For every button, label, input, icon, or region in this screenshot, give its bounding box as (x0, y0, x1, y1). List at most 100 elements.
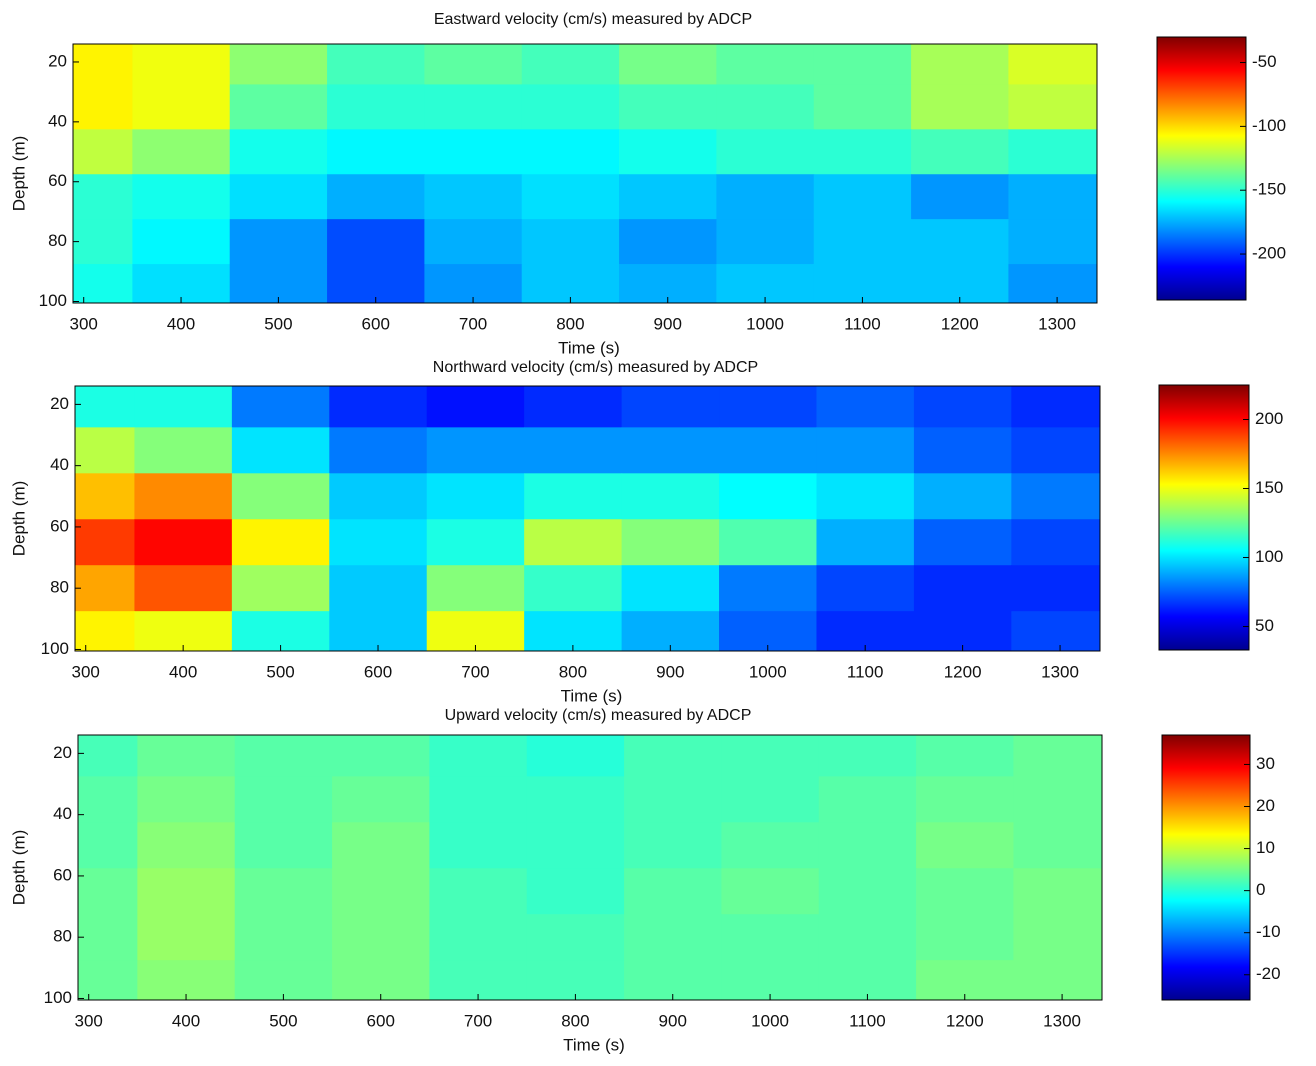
heatmap-cell (813, 264, 912, 303)
heatmap-cell (818, 822, 917, 869)
x-tick-label: 700 (461, 662, 489, 681)
heatmap-cell (911, 174, 1009, 220)
chart-title: Upward velocity (cm/s) measured by ADCP (445, 707, 752, 724)
heatmap-cell (78, 735, 138, 777)
heatmap-cell (229, 84, 328, 130)
heatmap-cell (524, 386, 623, 428)
heatmap-cell (429, 914, 528, 961)
heatmap-cell (911, 264, 1009, 303)
heatmap-cell (521, 264, 620, 303)
x-tick-label: 800 (556, 314, 584, 333)
heatmap-cell (329, 473, 428, 520)
heatmap-cell (1011, 473, 1100, 520)
colorbar-tick-label: -100 (1252, 116, 1286, 135)
heatmap-cell (521, 219, 620, 265)
chart-title: Northward velocity (cm/s) measured by AD… (433, 359, 758, 376)
heatmap-cell (132, 84, 231, 130)
heatmap-cell (916, 735, 1014, 777)
heatmap-cell (73, 129, 133, 175)
colorbar (1156, 36, 1247, 301)
heatmap-cell (619, 174, 717, 220)
heatmap-cell (75, 565, 135, 612)
x-tick-label: 400 (172, 1011, 200, 1030)
heatmap-cell (721, 960, 820, 1000)
heatmap-cell (327, 129, 425, 175)
x-tick-label: 1000 (746, 314, 784, 333)
heatmap-cell (429, 776, 528, 823)
heatmap-cell (816, 565, 915, 612)
x-tick-label: 900 (656, 662, 684, 681)
heatmap-cell (911, 84, 1009, 130)
x-tick-label: 900 (659, 1011, 687, 1030)
heatmap-cell (816, 611, 915, 651)
x-tick-label: 1300 (1041, 662, 1079, 681)
y-tick-label: 80 (53, 927, 72, 946)
heatmap-cell (619, 84, 717, 130)
heatmap-cell (78, 868, 138, 915)
x-tick-label: 300 (72, 662, 100, 681)
heatmap-cell (1011, 565, 1100, 612)
heatmap-cell (137, 960, 236, 1000)
heatmap-cell (818, 914, 917, 961)
heatmap-cell (426, 565, 525, 612)
heatmap-cell (231, 611, 330, 651)
heatmap-cell (624, 914, 722, 961)
heatmap-cell (1008, 84, 1097, 130)
heatmap-cell (424, 84, 523, 130)
heatmap-cell (332, 868, 430, 915)
heatmap-cell (526, 868, 625, 915)
heatmap-cell (1013, 868, 1102, 915)
heatmap-cell (134, 519, 233, 566)
heatmap-cell (429, 822, 528, 869)
heatmap-cell (1011, 611, 1100, 651)
colorbar-tick-label: 0 (1256, 880, 1265, 899)
heatmap-cell (234, 822, 333, 869)
heatmap-cell (816, 519, 915, 566)
heatmap-cell (716, 84, 815, 130)
y-axis-title: Depth (m) (9, 136, 28, 212)
heatmap-cell (1011, 386, 1100, 428)
y-axis-title: Depth (m) (9, 830, 28, 906)
x-tick-label: 1200 (941, 314, 979, 333)
y-tick-label: 100 (39, 291, 67, 310)
colorbar-tick-label: 50 (1255, 616, 1274, 635)
heatmap-cell (521, 174, 620, 220)
chart-title: Eastward velocity (cm/s) measured by ADC… (434, 11, 752, 28)
heatmap-cell (132, 44, 231, 85)
x-tick-label: 300 (70, 314, 98, 333)
plot-frame (72, 43, 1098, 304)
heatmap-cell (132, 174, 231, 220)
heatmap-cell (426, 519, 525, 566)
heatmap-cell (75, 386, 135, 428)
heatmap-cell (524, 427, 623, 474)
heatmap-cell (134, 386, 233, 428)
heatmap-cell (1013, 914, 1102, 961)
heatmap-cell (78, 822, 138, 869)
heatmap-cell (916, 868, 1014, 915)
y-tick-label: 20 (53, 743, 72, 762)
colorbar-tick-label: 20 (1256, 796, 1275, 815)
colorbar-tick-label: -200 (1252, 244, 1286, 263)
heatmap-cell (332, 960, 430, 1000)
heatmap-cell (619, 129, 717, 175)
colorbar-tick-label: -150 (1252, 180, 1286, 199)
x-tick-label: 700 (464, 1011, 492, 1030)
heatmap-cell (813, 84, 912, 130)
y-tick-label: 20 (48, 51, 67, 70)
heatmap-cell (229, 219, 328, 265)
x-tick-label: 1100 (847, 662, 884, 681)
heatmap-cell (913, 427, 1012, 474)
heatmap-cell (424, 219, 523, 265)
heatmap-cell (327, 84, 425, 130)
x-tick-label: 1200 (946, 1011, 984, 1030)
y-tick-label: 60 (50, 516, 69, 535)
x-tick-label: 1300 (1038, 314, 1076, 333)
heatmap-cell (75, 427, 135, 474)
heatmap-cell (621, 386, 720, 428)
colorbar-tick-label: 150 (1255, 478, 1283, 497)
heatmap-cell (719, 565, 817, 612)
colorbar-tick-label: -20 (1256, 964, 1281, 983)
heatmap-cell (327, 174, 425, 220)
x-tick-label: 800 (561, 1011, 589, 1030)
heatmap-cell (424, 264, 523, 303)
